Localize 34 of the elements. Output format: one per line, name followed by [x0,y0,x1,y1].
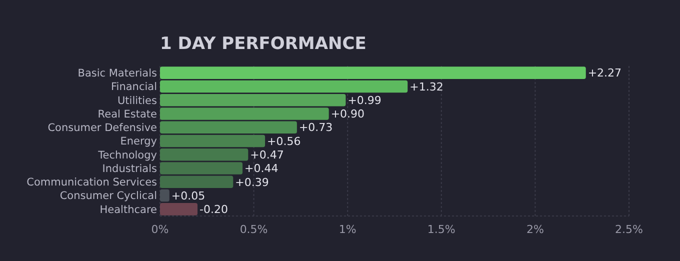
y-tick-label: Energy [120,136,157,148]
bar [160,189,170,202]
data-label: +1.32 [410,80,444,94]
y-tick-label: Communication Services [26,176,157,189]
y-tick-label: Consumer Defensive [48,122,157,134]
y-tick-label: Utilities [117,94,157,107]
y-tick-label: Industrials [102,162,157,175]
data-label: +0.05 [171,189,206,202]
data-label: -0.20 [200,203,228,216]
x-tick-label: 2% [526,222,544,236]
x-tick-label: 0% [151,222,169,236]
y-tick-label: Real Estate [98,108,157,120]
data-label: +2.27 [588,66,622,80]
bar [160,66,586,79]
y-tick-label: Basic Materials [78,67,157,80]
data-label: +0.44 [244,162,278,176]
data-label: +0.73 [298,121,333,134]
y-tick-label: Technology [97,149,157,162]
y-tick-label: Consumer Cyclical [60,190,157,202]
chart-title: 1 DAY PERFORMANCE [160,34,366,54]
bar [160,203,198,216]
data-label: +0.99 [348,94,382,107]
bar [160,80,408,93]
y-tick-label: Healthcare [100,204,157,216]
data-label: +0.39 [235,176,269,189]
data-label: +0.47 [250,148,284,162]
y-tick-label: Financial [111,81,157,94]
x-tick-label: 1% [338,222,356,236]
x-tick-label: 1.5% [427,222,456,236]
x-tick-label: 0.5% [240,222,268,236]
data-label: +0.56 [267,134,301,148]
data-label: +0.90 [330,108,365,121]
bar [160,121,297,134]
x-tick-label: 2.5% [615,222,643,236]
